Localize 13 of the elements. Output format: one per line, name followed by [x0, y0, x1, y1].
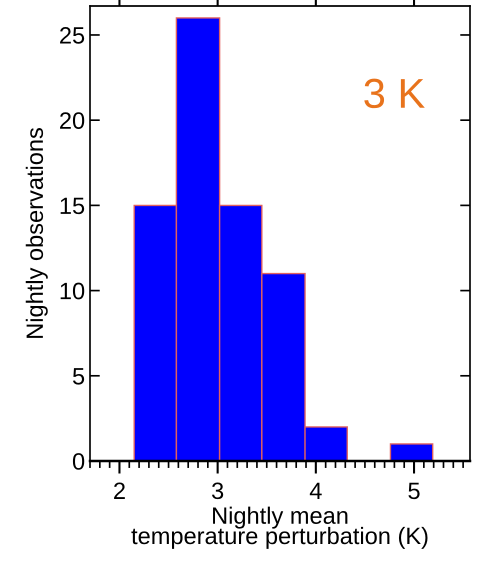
x-tick-label: 5 [408, 482, 420, 500]
x-tick-label: 2 [114, 482, 125, 499]
y-axis-title: Nightly observations [26, 128, 48, 338]
annotation: 3 K [364, 78, 425, 108]
y-tick-label: 5 [72, 368, 84, 385]
y-tick-label: 0 [72, 453, 84, 470]
y-tick-label: 20 [60, 112, 84, 129]
y-tick-label: 25 [60, 27, 84, 44]
x-tick-label: 4 [310, 482, 322, 499]
x-tick-label: 3 [212, 482, 224, 500]
y-tick-label: 15 [60, 198, 84, 214]
y-tick-label: 10 [60, 282, 84, 300]
x-axis-title: Nightly mean temperature perturbation (K) [131, 506, 428, 549]
